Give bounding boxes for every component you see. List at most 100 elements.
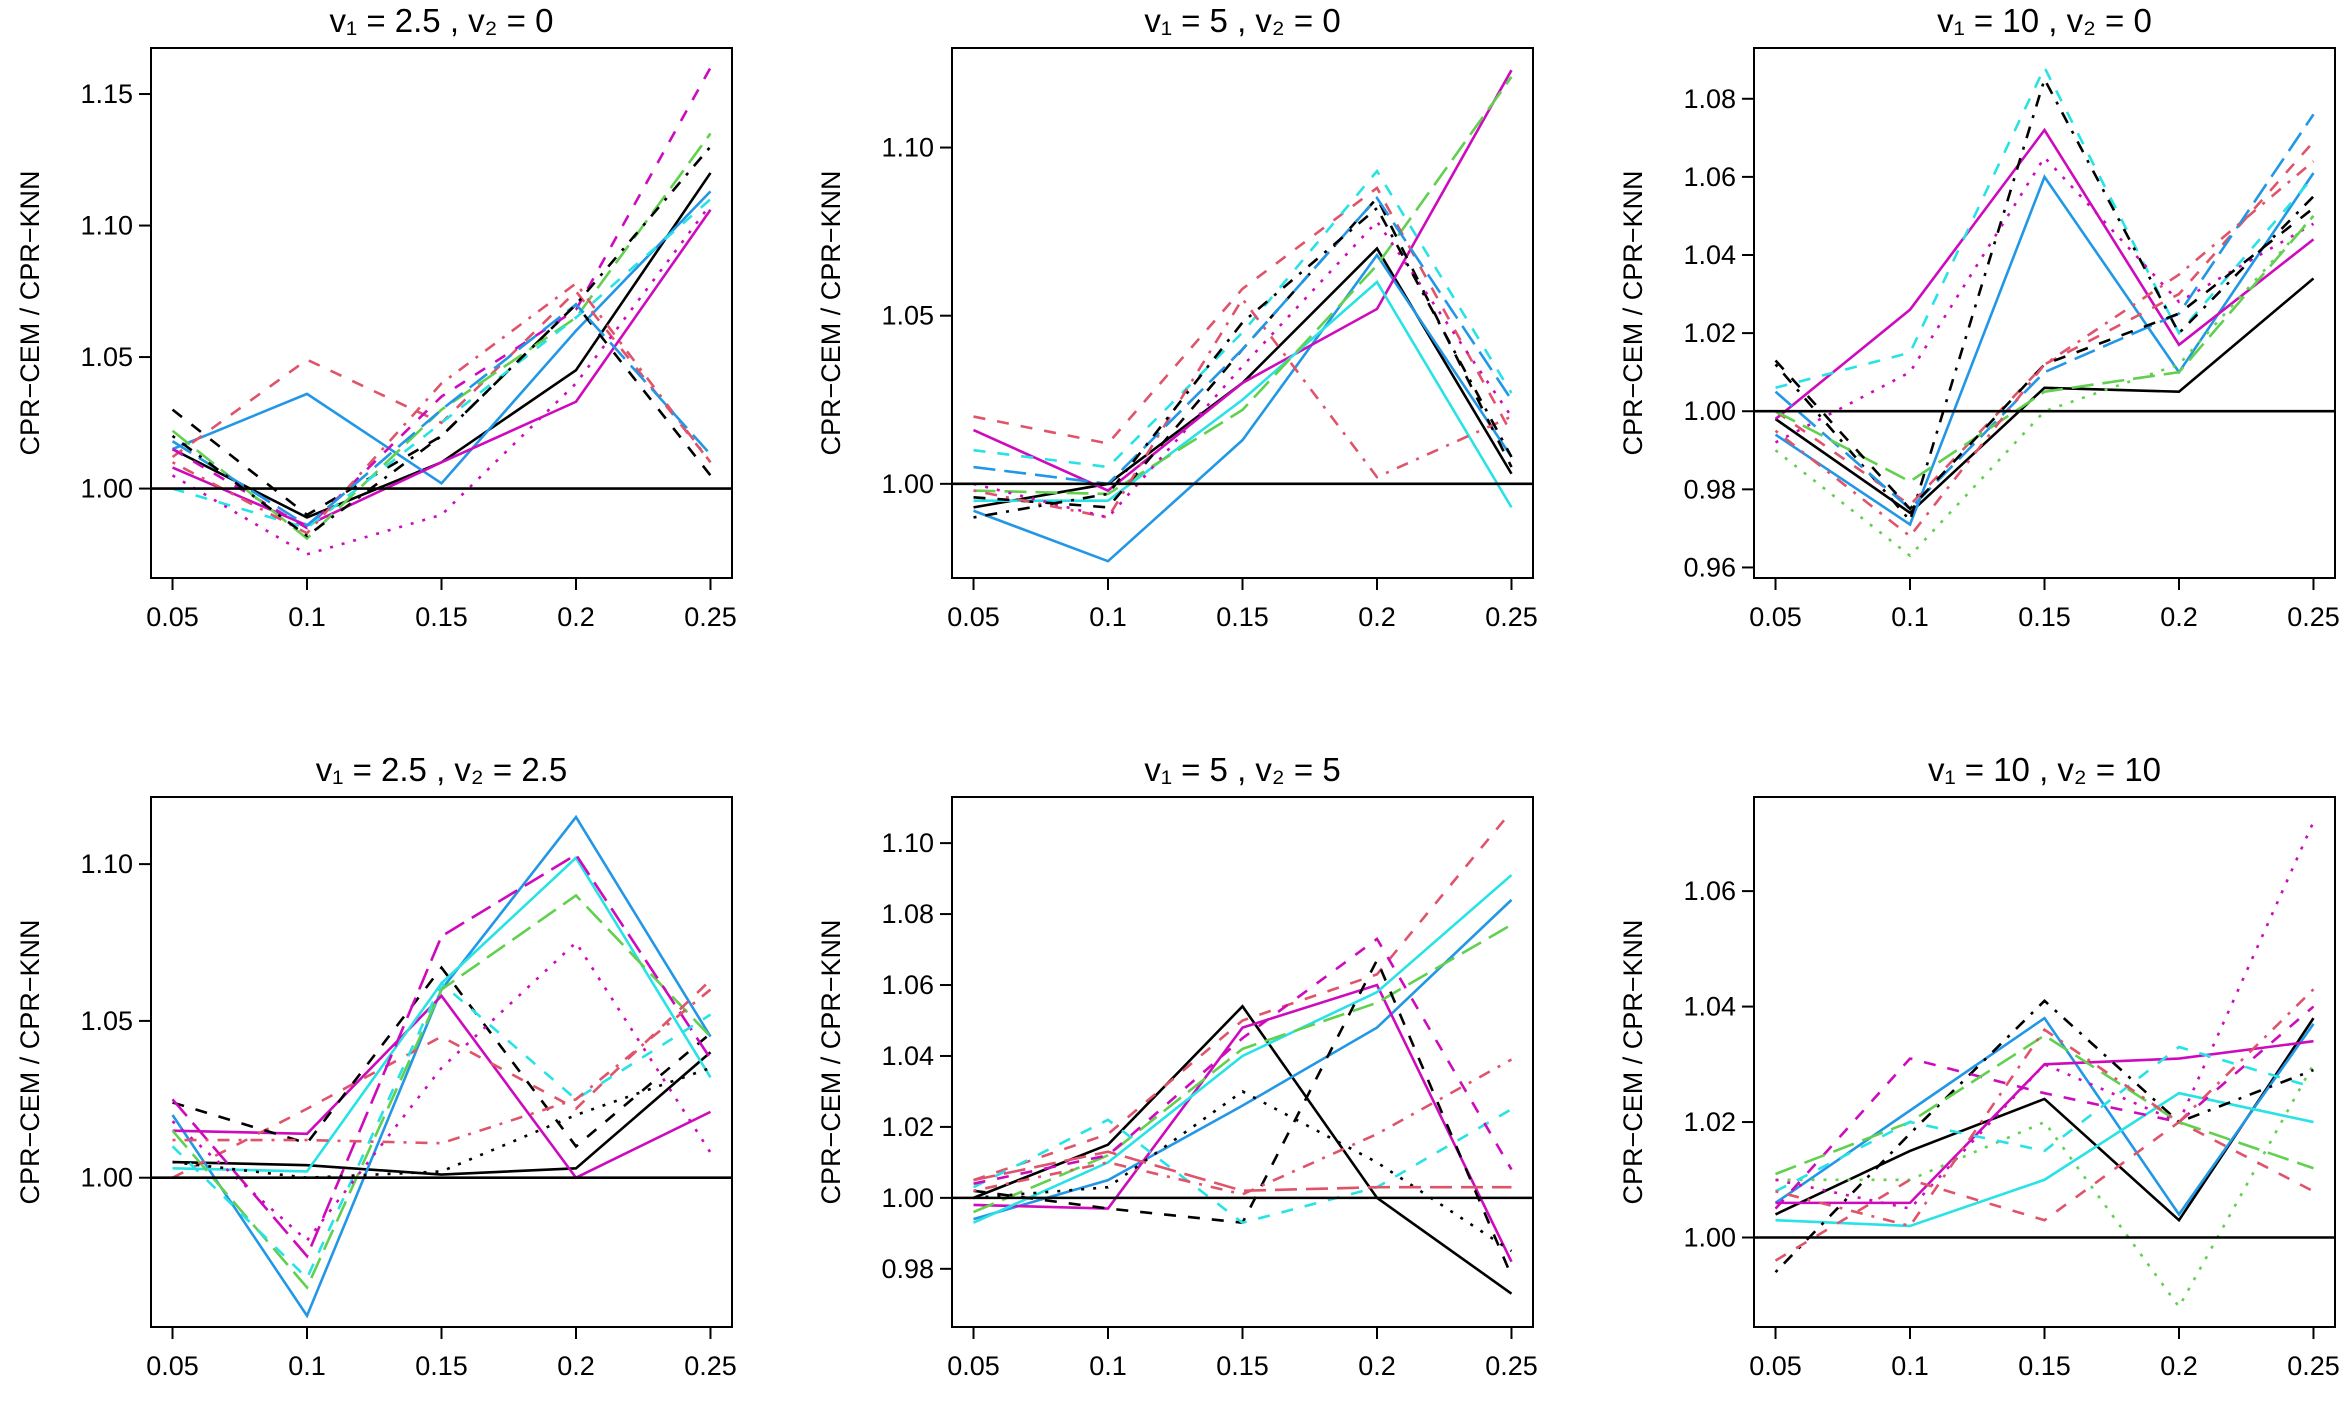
x-tick-label: 0.15 (1216, 602, 1269, 632)
x-tick-label: 0.05 (146, 1351, 199, 1381)
chart-title: v₁ = 10 , v₂ = 10 (1928, 751, 2161, 788)
series-line (1774, 113, 2315, 511)
x-tick-label: 0.2 (557, 602, 595, 632)
x-tick-label: 0.1 (288, 1351, 326, 1381)
series-line (172, 1051, 712, 1176)
y-tick-label: 0.96 (1683, 552, 1736, 582)
series-line (172, 209, 712, 527)
y-tick-label: 1.08 (881, 899, 934, 929)
series-line (1774, 1016, 2315, 1217)
x-tick-label: 0.25 (2287, 1351, 2340, 1381)
y-axis-label: CPR−CEM / CPR−KNN (1618, 170, 1648, 455)
x-tick-label: 0.25 (684, 1351, 737, 1381)
series-line (973, 76, 1513, 496)
chart-title: v₁ = 10 , v₂ = 0 (1937, 2, 2152, 39)
y-axis-label: CPR−CEM / CPR−KNN (1618, 919, 1648, 1204)
series-line (973, 252, 1513, 563)
series-line (1774, 172, 2315, 527)
series-line (1774, 215, 2315, 558)
series-line (172, 190, 712, 486)
y-tick-label: 1.04 (1683, 240, 1736, 270)
y-tick-label: 1.04 (1683, 992, 1736, 1022)
y-tick-label: 1.04 (881, 1041, 934, 1071)
y-tick-label: 1.02 (1683, 1107, 1736, 1137)
series-line (1775, 1063, 2315, 1310)
series-line (1775, 821, 2315, 1211)
series-line (1775, 64, 2315, 390)
series-line (1774, 207, 2315, 511)
x-tick-label: 0.25 (1485, 1351, 1538, 1381)
x-tick-label: 0.2 (1358, 602, 1396, 632)
series-line (1774, 1045, 2314, 1193)
series-line (171, 281, 712, 535)
x-tick-label: 0.2 (557, 1351, 595, 1381)
series-line (973, 1004, 1513, 1295)
series-line (172, 993, 712, 1180)
series-line (973, 280, 1513, 509)
x-tick-label: 0.1 (1891, 602, 1929, 632)
y-tick-label: 1.10 (80, 849, 133, 879)
y-tick-label: 1.15 (80, 79, 133, 109)
y-tick-label: 0.98 (881, 1254, 934, 1284)
y-tick-label: 1.08 (1683, 84, 1736, 114)
series-line (972, 69, 1513, 493)
y-tick-label: 1.06 (1683, 876, 1736, 906)
x-tick-label: 0.15 (415, 602, 468, 632)
x-tick-label: 0.15 (2018, 1351, 2071, 1381)
x-tick-label: 0.05 (947, 602, 1000, 632)
series-line (1774, 127, 2315, 421)
x-tick-label: 0.05 (1749, 602, 1802, 632)
series-line (172, 988, 712, 1145)
x-tick-label: 0.05 (947, 1351, 1000, 1381)
x-tick-label: 0.25 (1485, 602, 1538, 632)
plot-frame (951, 47, 1534, 579)
series-line (1775, 1091, 2314, 1228)
y-tick-label: 1.02 (881, 1112, 934, 1142)
series-line (171, 852, 712, 1259)
series-line (1774, 75, 2315, 524)
series-line (1774, 160, 2315, 539)
series-line (973, 936, 1513, 1185)
y-tick-label: 1.05 (80, 342, 133, 372)
y-tick-label: 1.10 (881, 828, 934, 858)
series-line (171, 67, 712, 530)
series-line (171, 132, 712, 541)
series-line (171, 172, 712, 519)
series-line (973, 1058, 1513, 1196)
plot-frame (1753, 47, 2336, 579)
series-line (1775, 1039, 2314, 1205)
series-line (171, 289, 712, 464)
series-line (171, 302, 712, 517)
panel: v₁ = 2.5 , v₂ = 2.5 CPR−CEM / CPR−KNN 1.00… (15, 751, 737, 1381)
series-line (171, 302, 712, 528)
x-tick-label: 0.05 (146, 602, 199, 632)
series-line (973, 195, 1513, 486)
series-line (1775, 988, 2315, 1228)
y-tick-label: 1.02 (1683, 318, 1736, 348)
x-tick-label: 0.1 (1891, 1351, 1929, 1381)
y-tick-label: 1.00 (881, 469, 934, 499)
x-tick-label: 0.15 (1216, 1351, 1269, 1381)
series-line (973, 219, 1513, 519)
x-tick-label: 0.2 (2160, 602, 2198, 632)
y-tick-label: 1.00 (1683, 1223, 1736, 1253)
x-tick-label: 0.1 (1089, 602, 1127, 632)
y-tick-label: 1.10 (881, 133, 934, 163)
y-axis-label: CPR−CEM / CPR−KNN (816, 170, 846, 455)
series-line (973, 185, 1513, 445)
series-line (973, 898, 1513, 1221)
series-line (1774, 1120, 2315, 1262)
y-tick-label: 1.00 (80, 474, 133, 504)
x-tick-label: 0.25 (684, 602, 737, 632)
series-line (172, 965, 712, 1149)
panel: v₁ = 5 , v₂ = 5 CPR−CEM / CPR−KNN 0.98 1.00… (816, 751, 1538, 1381)
y-tick-label: 1.05 (881, 301, 934, 331)
series-line (973, 923, 1513, 1214)
plot-frame (1753, 796, 2336, 1328)
series-line (171, 940, 712, 1243)
y-tick-label: 1.00 (1683, 396, 1736, 426)
y-tick-label: 1.06 (881, 970, 934, 1000)
y-axis-label: CPR−CEM / CPR−KNN (15, 170, 45, 455)
